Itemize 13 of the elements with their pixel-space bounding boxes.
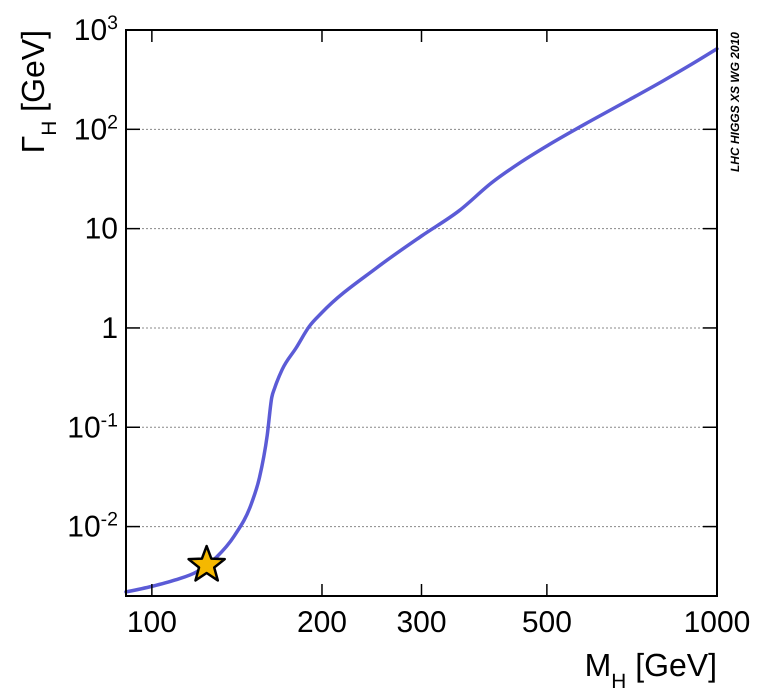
- y-tick-label: 10$^{-1}$: [67, 409, 118, 444]
- y-tick-label: 10$^{3}$: [74, 12, 118, 47]
- text: LHC HIGGS XS WG 2010: [728, 32, 742, 172]
- x-tick-label: 300: [396, 606, 447, 639]
- x-tick-label: 1000: [684, 606, 750, 639]
- y-tick-label: 10: [84, 212, 118, 246]
- x-tick-label: 200: [296, 606, 348, 639]
- y-tick-label: 10$^{-2}$: [67, 508, 118, 544]
- x-tick-label: 100: [126, 606, 177, 639]
- x-axis-title: M$_{H}$ [GeV]: [584, 647, 717, 692]
- y-tick-label: 10$^{2}$: [74, 111, 118, 146]
- x-tick-label: 500: [522, 606, 572, 639]
- y-tick-label: 1: [101, 312, 118, 345]
